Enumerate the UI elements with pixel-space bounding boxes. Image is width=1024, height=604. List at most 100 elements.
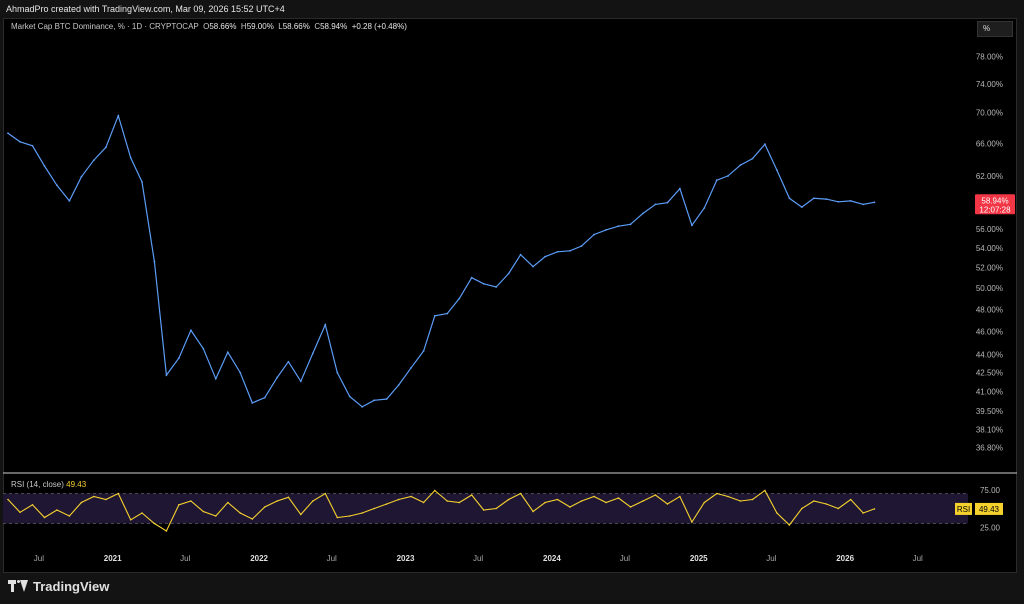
price-point <box>373 399 376 402</box>
price-point <box>569 249 571 252</box>
price-point <box>433 314 436 317</box>
rsi-point <box>495 507 497 510</box>
price-point <box>617 225 620 228</box>
price-point <box>410 366 413 369</box>
rsi-point <box>433 489 436 492</box>
rsi-line <box>7 489 875 532</box>
rsi-point <box>776 512 778 514</box>
rsi-point <box>691 521 693 523</box>
last-price-tag <box>975 194 1015 215</box>
price-point <box>276 376 279 379</box>
price-point <box>153 260 156 263</box>
rsi-point <box>31 503 34 506</box>
price-point <box>703 207 706 209</box>
rsi-point <box>214 515 217 517</box>
rsi-point <box>862 512 864 514</box>
price-point <box>104 146 107 149</box>
y-tick-label: 66.00% <box>976 139 1003 148</box>
rsi-point <box>580 500 583 502</box>
rsi-point <box>873 508 876 510</box>
price-point <box>68 199 71 202</box>
rsi-point <box>105 498 107 501</box>
rsi-point <box>642 500 644 502</box>
rsi-point <box>165 530 168 532</box>
rsi-point <box>80 501 83 504</box>
rsi-point <box>422 501 425 504</box>
rsi-point <box>190 500 192 502</box>
bar-countdown: 12:07:28 <box>979 205 1011 214</box>
low-value: 58.66% <box>282 22 310 31</box>
price-point <box>361 405 364 408</box>
price-point <box>507 272 510 275</box>
rsi-point <box>93 495 95 498</box>
x-tick-label: 2023 <box>397 554 415 563</box>
rsi-point <box>361 512 363 514</box>
rsi-point <box>287 496 290 499</box>
rsi-point <box>679 495 681 498</box>
price-point <box>348 395 351 398</box>
price-point <box>849 199 852 202</box>
price-point <box>629 223 632 226</box>
price-point <box>458 297 461 300</box>
rsi-point <box>324 492 327 495</box>
price-point <box>141 180 143 183</box>
rsi-tick-label: 75.00 <box>980 486 1001 495</box>
rsi-point <box>825 503 828 505</box>
rsi-point <box>519 492 522 495</box>
price-point <box>7 132 9 135</box>
price-point <box>519 253 522 256</box>
y-tick-label: 42.50% <box>976 369 1003 378</box>
symbol-name: Market Cap BTC Dominance, % · 1D · CRYPT… <box>11 22 199 31</box>
x-tick-label: Jul <box>34 554 44 563</box>
rsi-point <box>629 506 632 508</box>
x-tick-label: Jul <box>913 554 923 563</box>
x-tick-label: 2021 <box>104 554 122 563</box>
price-point <box>226 351 229 354</box>
high-value: 59.00% <box>246 22 274 31</box>
y-tick-label: 46.00% <box>976 327 1003 336</box>
close-value: 58.94% <box>320 22 348 31</box>
rsi-point <box>43 516 46 519</box>
price-point <box>642 212 644 215</box>
tradingview-branding[interactable]: TradingView <box>8 576 109 596</box>
rsi-point <box>178 503 180 506</box>
rsi-point <box>801 507 803 510</box>
rsi-point <box>227 501 229 504</box>
price-point <box>862 203 865 206</box>
price-point <box>251 402 254 404</box>
rsi-point <box>837 507 840 510</box>
rsi-point <box>239 512 242 514</box>
price-point <box>739 164 742 167</box>
y-tick-label: 48.00% <box>976 305 1003 314</box>
brand-name: TradingView <box>33 578 110 594</box>
price-point <box>299 380 302 383</box>
rsi-point <box>446 500 449 502</box>
price-point <box>80 175 83 178</box>
price-point <box>324 323 327 326</box>
rsi-point <box>605 501 607 504</box>
rsi-point <box>263 506 266 508</box>
x-tick-label: Jul <box>620 554 630 563</box>
rsi-point <box>482 509 485 511</box>
price-point <box>873 201 876 204</box>
x-tick-label: 2025 <box>690 554 708 563</box>
price-point <box>605 228 607 231</box>
y-tick-label: 44.00% <box>976 351 1003 360</box>
rsi-point <box>385 503 388 505</box>
x-tick-label: 2026 <box>836 554 854 563</box>
rsi-tag-label-box <box>955 502 972 515</box>
price-point <box>800 206 803 209</box>
price-point <box>678 187 681 190</box>
percent-scale-button[interactable]: % <box>977 21 1013 37</box>
rsi-tick-label: 25.00 <box>980 523 1001 532</box>
price-point <box>19 140 21 143</box>
price-point <box>311 352 314 355</box>
rsi-point <box>19 511 21 514</box>
y-tick-label: 54.00% <box>976 244 1003 253</box>
rsi-point <box>556 498 559 501</box>
rsi-point <box>813 500 815 502</box>
tradingview-logo-icon <box>8 580 28 592</box>
x-tick-label: Jul <box>473 554 483 563</box>
price-point <box>495 286 498 288</box>
